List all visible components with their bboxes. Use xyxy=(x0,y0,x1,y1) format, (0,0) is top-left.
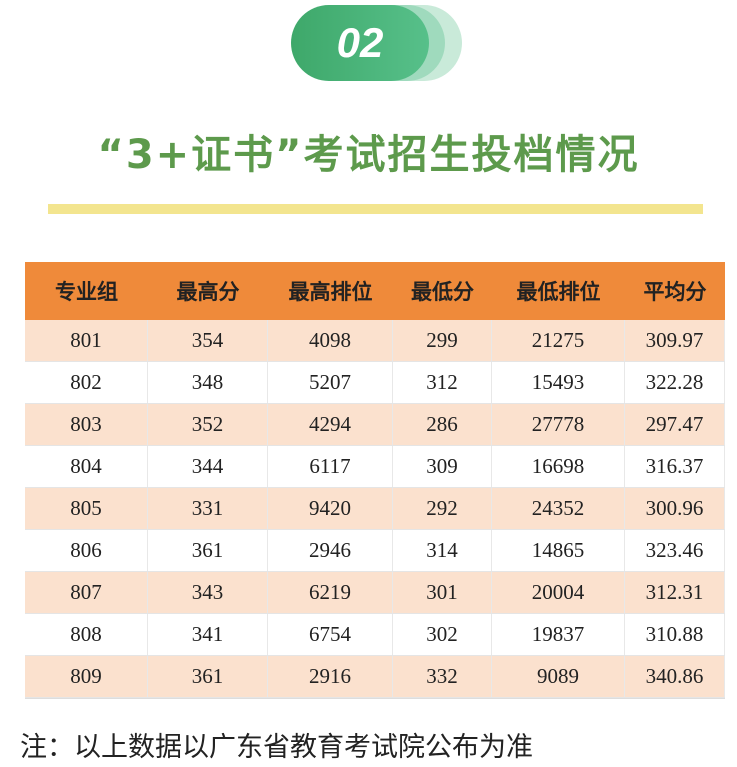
table-cell: 21275 xyxy=(492,320,625,361)
table-cell: 5207 xyxy=(268,362,393,403)
table-cell: 322.28 xyxy=(625,362,725,403)
table-cell: 6754 xyxy=(268,614,393,655)
table-row: 806 361 2946 314 14865 323.46 xyxy=(25,530,725,572)
title: “3+证书”考试招生投档情况 xyxy=(97,132,640,178)
table-cell: 6117 xyxy=(268,446,393,487)
table-cell: 24352 xyxy=(492,488,625,529)
table-cell: 6219 xyxy=(268,572,393,613)
table-cell: 361 xyxy=(148,530,268,571)
table-cell: 805 xyxy=(25,488,148,529)
table-cell: 292 xyxy=(393,488,492,529)
table-cell: 341 xyxy=(148,614,268,655)
header-cell: 最低排位 xyxy=(516,279,601,304)
table-cell: 806 xyxy=(25,530,148,571)
table-cell: 14865 xyxy=(492,530,625,571)
footnote: 注：以上数据以广东省教育考试院公布为准 xyxy=(20,732,533,763)
table-cell: 297.47 xyxy=(625,404,725,445)
table-cell: 803 xyxy=(25,404,148,445)
table-cell: 299 xyxy=(393,320,492,361)
table-cell: 20004 xyxy=(492,572,625,613)
table-cell: 312 xyxy=(393,362,492,403)
table-cell: 352 xyxy=(148,404,268,445)
header-cell: 最高分 xyxy=(176,279,240,304)
table-cell: 4098 xyxy=(268,320,393,361)
table-cell: 340.86 xyxy=(625,656,725,697)
table-cell: 343 xyxy=(148,572,268,613)
table-cell: 316.37 xyxy=(625,446,725,487)
table-cell: 331 xyxy=(148,488,268,529)
table-cell: 2946 xyxy=(268,530,393,571)
table-cell: 804 xyxy=(25,446,148,487)
table-cell: 309 xyxy=(393,446,492,487)
table-cell: 9089 xyxy=(492,656,625,697)
table-row: 804 344 6117 309 16698 316.37 xyxy=(25,446,725,488)
table-cell: 16698 xyxy=(492,446,625,487)
header-cell: 最低分 xyxy=(411,279,474,304)
table-cell: 807 xyxy=(25,572,148,613)
table-cell: 808 xyxy=(25,614,148,655)
table-cell: 348 xyxy=(148,362,268,403)
header-cell: 专业组 xyxy=(55,279,118,304)
table: 专业组 最高分 最高排位 最低分 最低排位 平均分 801 354 4098 299 21275 30… xyxy=(25,262,725,699)
table-cell: 344 xyxy=(148,446,268,487)
table-cell: 19837 xyxy=(492,614,625,655)
table-cell: 15493 xyxy=(492,362,625,403)
header-cell: 平均分 xyxy=(643,279,707,304)
table-cell: 301 xyxy=(393,572,492,613)
table-cell: 312.31 xyxy=(625,572,725,613)
table-cell: 809 xyxy=(25,656,148,697)
table-row: 805 331 9420 292 24352 300.96 xyxy=(25,488,725,530)
header-cell: 最高排位 xyxy=(288,279,373,304)
title-underline xyxy=(48,204,703,214)
table-cell: 361 xyxy=(148,656,268,697)
table-cell: 323.46 xyxy=(625,530,725,571)
table-cell: 27778 xyxy=(492,404,625,445)
table-cell: 309.97 xyxy=(625,320,725,361)
table-cell: 9420 xyxy=(268,488,393,529)
section-badge: 02 xyxy=(291,5,429,81)
table-row: 802 348 5207 312 15493 322.28 xyxy=(25,362,725,404)
table-cell: 314 xyxy=(393,530,492,571)
table-cell: 2916 xyxy=(268,656,393,697)
table-cell: 332 xyxy=(393,656,492,697)
table-cell: 300.96 xyxy=(625,488,725,529)
table-cell: 4294 xyxy=(268,404,393,445)
table-cell: 802 xyxy=(25,362,148,403)
table-cell: 286 xyxy=(393,404,492,445)
header-row: 专业组 最高分 最高排位 最低分 最低排位 平均分 xyxy=(25,262,725,320)
table-row: 803 352 4294 286 27778 297.47 xyxy=(25,404,725,446)
table-cell: 354 xyxy=(148,320,268,361)
table-row: 808 341 6754 302 19837 310.88 xyxy=(25,614,725,656)
table-row: 809 361 2916 332 9089 340.86 xyxy=(25,656,725,698)
table-cell: 310.88 xyxy=(625,614,725,655)
table-cell: 801 xyxy=(25,320,148,361)
table-cell: 302 xyxy=(393,614,492,655)
table-row: 801 354 4098 299 21275 309.97 xyxy=(25,320,725,362)
table-row: 807 343 6219 301 20004 312.31 xyxy=(25,572,725,614)
